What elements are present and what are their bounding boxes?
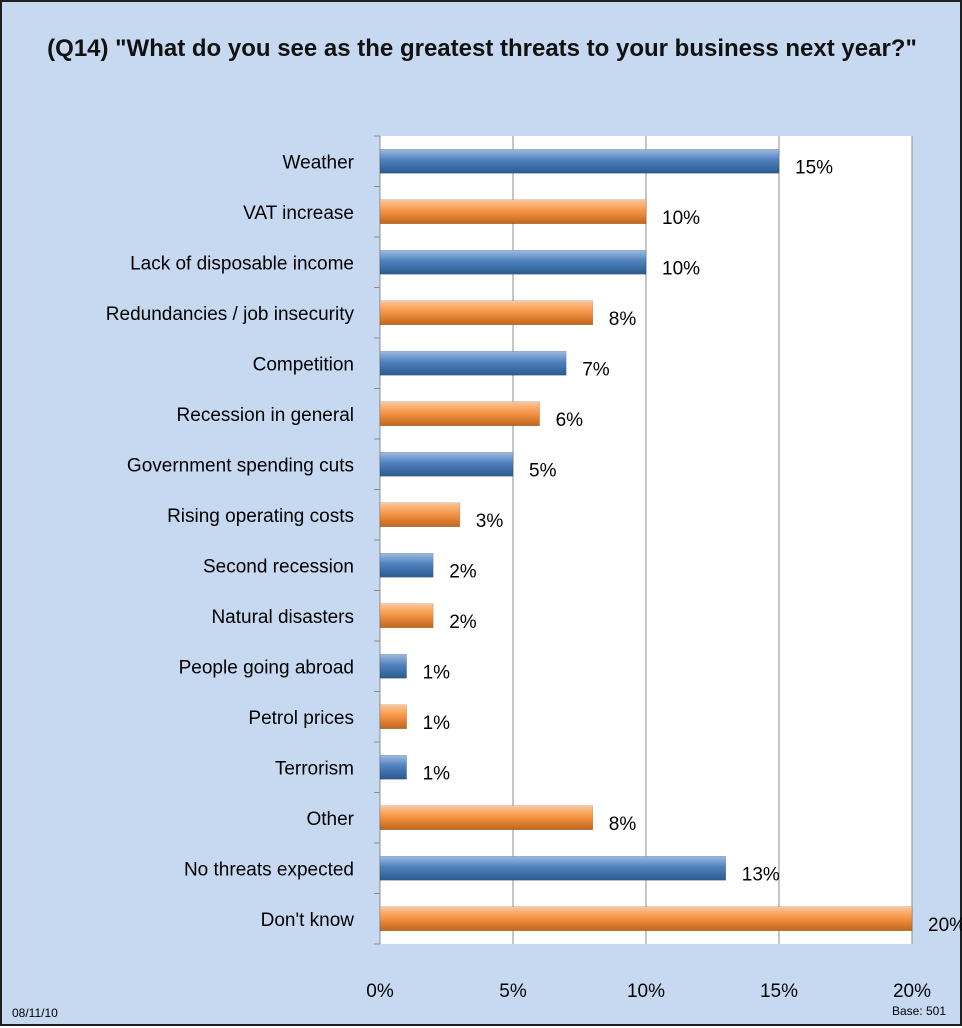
category-label: Don't know [261,910,355,931]
category-label: Terrorism [275,758,354,779]
bar [379,704,407,729]
x-tick-label: 0% [366,981,394,1002]
category-label: Redundancies / job insecurity [106,304,355,325]
data-label: 7% [582,359,610,380]
data-label: 10% [662,258,700,279]
bar [379,654,407,679]
category-label: People going abroad [179,657,354,678]
bar [379,603,434,628]
bar [379,502,461,527]
bar [379,906,913,931]
category-label: Lack of disposable income [130,253,354,274]
x-tick-label: 10% [627,981,665,1002]
bar [379,250,647,275]
data-label: 3% [476,511,504,532]
bar [379,351,567,376]
chart-title: (Q14) "What do you see as the greatest t… [47,35,917,62]
data-label: 1% [423,763,451,784]
x-tick-label: 15% [760,981,798,1002]
category-label: Other [306,809,354,830]
bar [379,300,594,325]
x-tick-label: 20% [893,981,931,1002]
bar [379,856,727,881]
category-label: Rising operating costs [167,506,354,527]
bar [379,805,594,830]
data-label: 2% [449,612,477,633]
data-label: 13% [742,864,780,885]
category-label: Natural disasters [211,607,354,628]
data-label: 10% [662,208,700,229]
bar [379,149,780,174]
data-label: 1% [423,662,451,683]
bar [379,553,434,578]
category-label: Government spending cuts [127,455,354,476]
category-label: VAT increase [243,203,354,224]
data-label: 2% [449,561,477,582]
data-label: 1% [423,713,451,734]
bar [379,401,540,426]
data-label: 6% [556,410,584,431]
bar [379,755,407,780]
category-label: Competition [253,354,354,375]
category-label: No threats expected [184,859,354,880]
data-label: 20% [928,915,962,936]
data-label: 15% [795,157,833,178]
category-label: Petrol prices [248,708,354,729]
bar [379,452,514,477]
category-label: Weather [283,152,355,173]
x-tick-label: 5% [499,981,527,1002]
footer-date: 08/11/10 [12,1006,58,1020]
data-label: 8% [609,814,637,835]
category-label: Second recession [203,556,354,577]
category-label: Recession in general [177,405,354,426]
footer-base: Base: 501 [891,1004,946,1018]
data-label: 5% [529,460,557,481]
bar [379,199,647,224]
data-label: 8% [609,309,637,330]
plot-area: Weather 15% VAT increase 10% Lack of disposa… [106,135,962,1002]
